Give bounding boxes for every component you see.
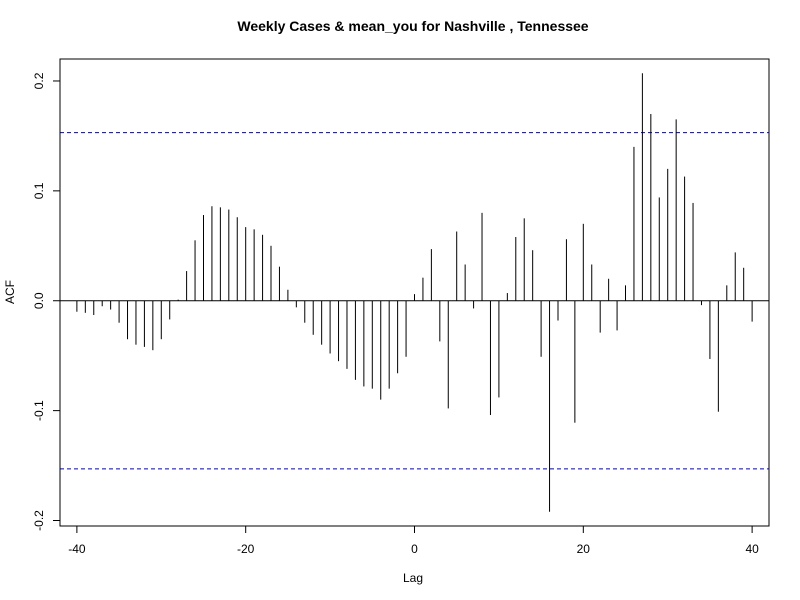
x-tick-label: 40 [745, 542, 759, 556]
y-axis-label: ACF [3, 280, 17, 304]
x-axis-label: Lag [403, 571, 423, 585]
x-axis: -40 -20 0 20 40 [68, 525, 759, 556]
y-tick-label: 0.0 [32, 292, 46, 309]
plot-frame [59, 58, 770, 527]
chart-title: Weekly Cases & mean_you for Nashville , … [237, 18, 588, 34]
x-tick-label: 0 [411, 542, 418, 556]
y-tick-label: -0.1 [32, 400, 46, 421]
x-tick-label: -20 [237, 542, 255, 556]
x-tick-label: -40 [68, 542, 86, 556]
y-tick-label: -0.2 [32, 510, 46, 531]
y-tick-label: 0.2 [32, 72, 46, 89]
x-tick-label: 20 [577, 542, 591, 556]
y-tick-label: 0.1 [32, 182, 46, 199]
acf-bars [76, 73, 753, 512]
y-axis: -0.2 -0.1 0.0 0.1 0.2 [32, 72, 61, 531]
